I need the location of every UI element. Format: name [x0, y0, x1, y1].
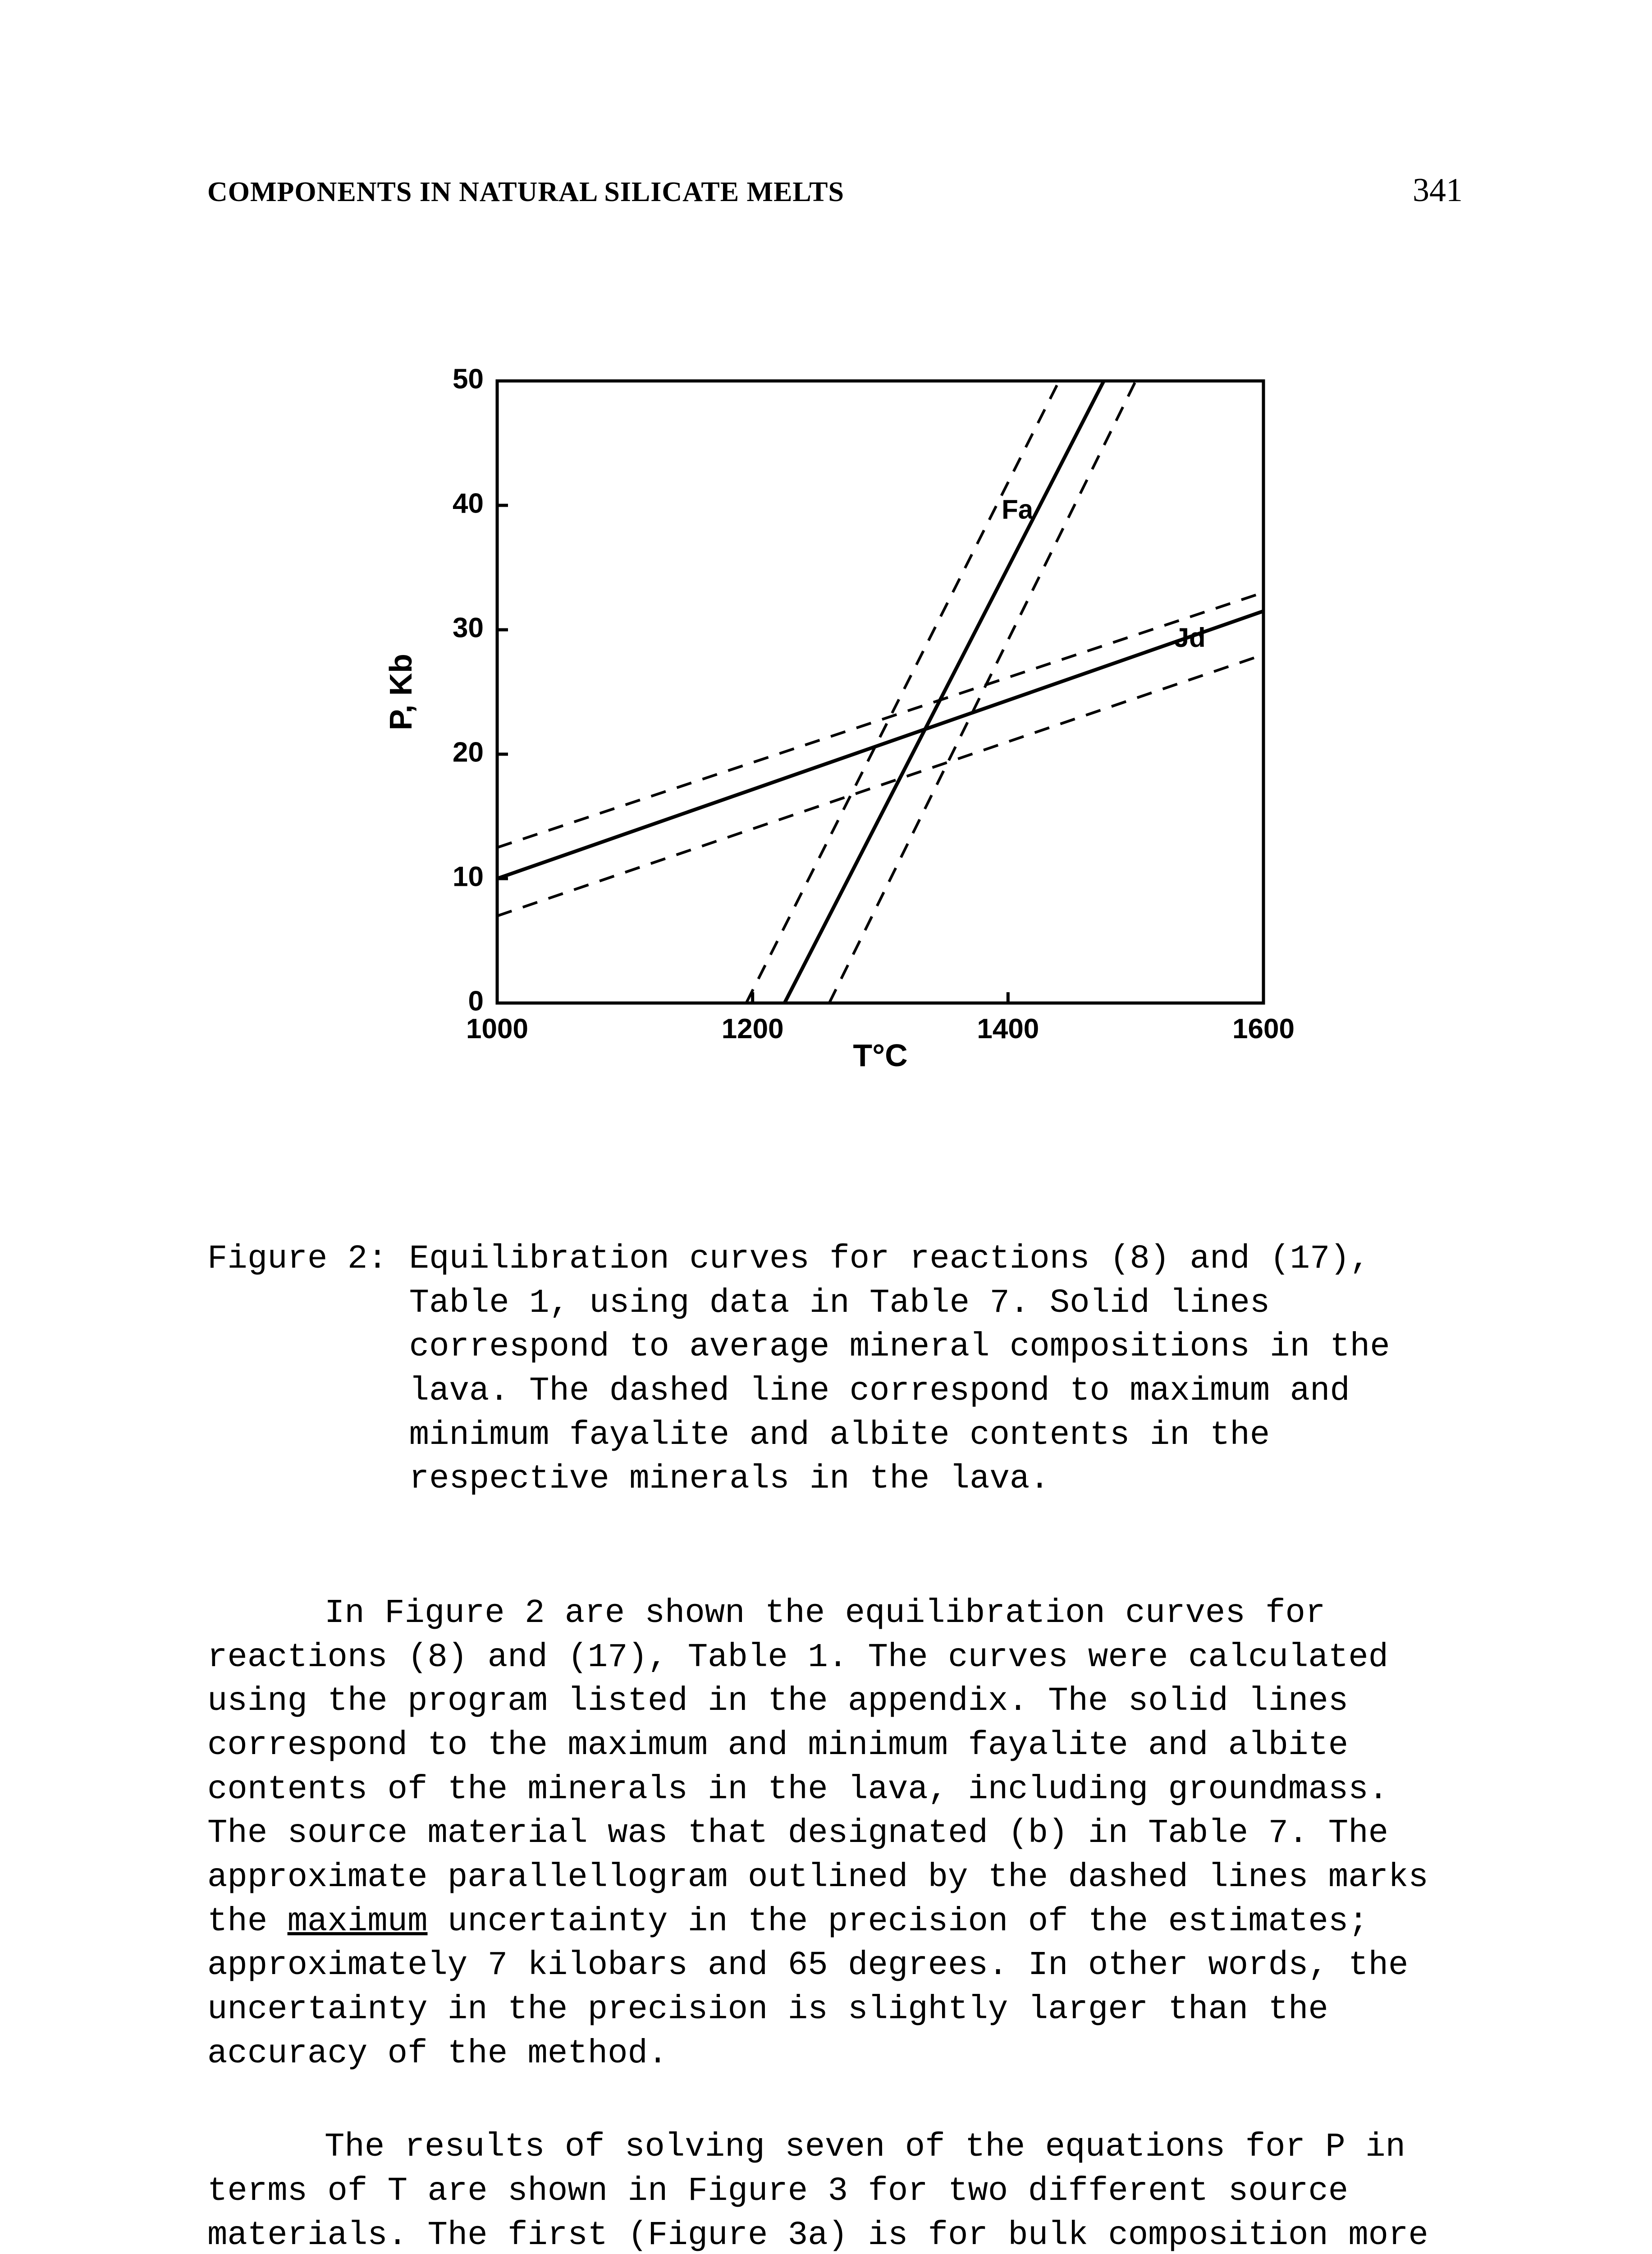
y-tick-label: 10 — [453, 861, 484, 892]
body-para1-underline: maximum — [288, 1903, 428, 1941]
y-tick-label: 30 — [453, 612, 484, 643]
y-tick-label: 50 — [453, 363, 484, 394]
x-tick-label: 1600 — [1232, 1013, 1295, 1045]
x-tick-label: 1000 — [466, 1013, 528, 1045]
jd-label: Jd — [1174, 623, 1205, 653]
x-tick-label: 1400 — [977, 1013, 1039, 1045]
y-tick-label: 0 — [468, 985, 483, 1017]
y-tick-label: 20 — [453, 737, 484, 768]
figure-2-caption: Figure 2: Equilibration curves for react… — [207, 1237, 1463, 1502]
plot-background — [497, 381, 1263, 1003]
figure-2: Fa Jd 1000 1200 1400 1600 0 10 20 30 40 50 T°C P… — [207, 345, 1463, 1111]
page-header: COMPONENTS IN NATURAL SILICATE MELTS 341 — [207, 171, 1463, 210]
body-para1-a: In Figure 2 are shown the equilibration … — [207, 1594, 1428, 1941]
body-paragraph-2: The results of solving seven of the equa… — [207, 2126, 1463, 2254]
running-head: COMPONENTS IN NATURAL SILICATE MELTS — [207, 176, 844, 208]
fa-label: Fa — [1002, 495, 1034, 525]
page-number: 341 — [1413, 171, 1463, 210]
y-tick-label: 40 — [453, 488, 484, 519]
figure-2-chart: Fa Jd 1000 1200 1400 1600 0 10 20 30 40 50 T°C P… — [362, 345, 1309, 1111]
figure-caption-label: Figure 2: — [207, 1237, 409, 1502]
x-axis-label: T°C — [853, 1038, 907, 1073]
figure-caption-text: Equilibration curves for reactions (8) a… — [409, 1237, 1463, 1502]
y-axis-label: P, Kb — [383, 654, 418, 730]
page: COMPONENTS IN NATURAL SILICATE MELTS 341 — [0, 0, 1652, 2254]
x-tick-label: 1200 — [721, 1013, 783, 1045]
body-paragraph-1: In Figure 2 are shown the equilibration … — [207, 1592, 1463, 2076]
